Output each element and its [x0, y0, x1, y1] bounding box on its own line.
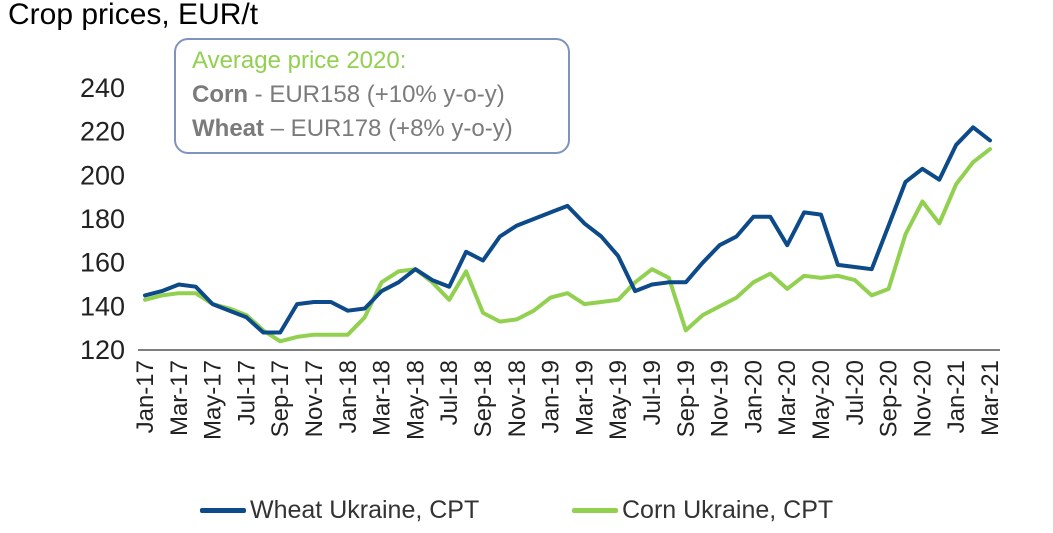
legend-label-corn: Corn Ukraine, CPT [622, 496, 834, 524]
y-tick-label: 180 [80, 204, 125, 234]
x-tick-label: Nov-17 [301, 360, 328, 437]
x-tick-label: Jan-17 [132, 360, 159, 433]
y-tick-label: 120 [80, 335, 125, 365]
series-line-wheat [143, 125, 992, 335]
legend-swatch-corn [572, 508, 618, 513]
x-tick-label: Nov-19 [707, 360, 734, 437]
y-tick-label: 240 [80, 73, 125, 103]
x-tick-label: Jul-17 [233, 360, 260, 425]
x-tick-label: Jul-18 [436, 360, 463, 425]
legend-item-corn: Corn Ukraine, CPT [572, 496, 833, 525]
x-tick-label: Jul-20 [842, 360, 869, 425]
x-tick-label: Mar-19 [571, 360, 598, 436]
annotation-wheat-line: Wheat – EUR178 (+8% y-o-y) [192, 112, 568, 146]
x-axis: Jan-17 Mar-17 May-17 Jul-17 Sep-17 Nov-17 Jan-… [132, 360, 1004, 440]
legend: Wheat Ukraine, CPT Corn Ukraine, CPT [0, 496, 1053, 532]
y-tick-label: 220 [80, 117, 125, 147]
x-tick-label: Jan-19 [538, 360, 565, 433]
x-tick-label: May-19 [605, 360, 632, 440]
x-tick-label: Sep-18 [470, 360, 497, 437]
annotation-box: Average price 2020: Corn - EUR158 (+10% … [174, 38, 570, 154]
x-tick-label: Sep-20 [876, 360, 903, 437]
legend-label-wheat: Wheat Ukraine, CPT [250, 496, 480, 524]
x-tick-label: Jul-19 [639, 360, 666, 425]
x-tick-label: May-18 [402, 360, 429, 440]
x-tick-label: May-20 [808, 360, 835, 440]
annotation-corn-label: Corn [192, 81, 248, 108]
x-tick-label: Jan-21 [943, 360, 970, 433]
y-tick-label: 140 [80, 291, 125, 321]
y-axis: 120 140 160 180 200 220 240 [80, 73, 125, 365]
x-tick-label: Sep-17 [267, 360, 294, 437]
x-tick-label: May-17 [200, 360, 227, 440]
legend-swatch-wheat [200, 508, 246, 513]
x-tick-label: Mar-17 [166, 360, 193, 436]
y-tick-label: 160 [80, 248, 125, 278]
x-tick-label: Jan-20 [740, 360, 767, 433]
x-tick-label: Mar-20 [774, 360, 801, 436]
chart-title: Crop prices, EUR/t [8, 0, 259, 31]
x-tick-label: Jan-18 [335, 360, 362, 433]
x-tick-label: Nov-20 [909, 360, 936, 437]
x-tick-label: Nov-18 [504, 360, 531, 437]
legend-item-wheat: Wheat Ukraine, CPT [200, 496, 479, 525]
annotation-corn-line: Corn - EUR158 (+10% y-o-y) [192, 78, 568, 112]
x-tick-label: Sep-19 [673, 360, 700, 437]
x-tick-label: Mar-18 [369, 360, 396, 436]
annotation-wheat-label: Wheat [192, 115, 264, 142]
annotation-corn-text: - EUR158 (+10% y-o-y) [248, 81, 505, 108]
series-group [143, 125, 992, 344]
x-tick-label: Mar-21 [977, 360, 1004, 436]
annotation-heading: Average price 2020: [192, 47, 407, 74]
annotation-wheat-text: – EUR178 (+8% y-o-y) [264, 115, 513, 142]
y-tick-label: 200 [80, 160, 125, 190]
series-line-corn [143, 147, 992, 344]
